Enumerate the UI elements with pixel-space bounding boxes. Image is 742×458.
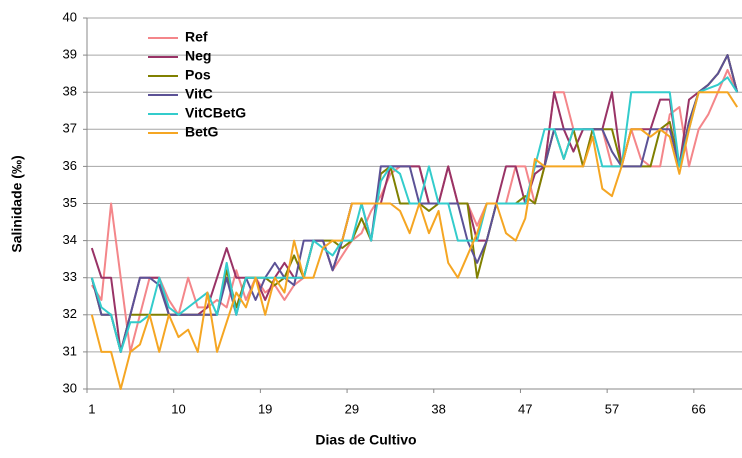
y-tick-label: 35 (63, 195, 77, 210)
series-line (90, 76, 739, 353)
series-line (90, 54, 739, 353)
x-tick-label: 47 (518, 401, 532, 416)
y-tick-label: 31 (63, 343, 77, 358)
legend-label: BetG (185, 124, 219, 140)
x-tick-label: 66 (691, 401, 705, 416)
x-tick-label: 1 (88, 401, 95, 416)
y-tick-label: 39 (63, 47, 77, 62)
x-tick-label: 29 (345, 401, 359, 416)
y-axis-title: Salinidade (‰) (9, 155, 25, 252)
legend-label: VitCBetG (185, 105, 246, 121)
legend-label: Pos (185, 67, 211, 83)
y-tick-label: 37 (63, 121, 77, 136)
y-tick-label: 33 (63, 269, 77, 284)
y-tick-label: 32 (63, 306, 77, 321)
x-tick-label: 57 (605, 401, 619, 416)
y-tick-label: 36 (63, 158, 77, 173)
x-tick-label: 38 (431, 401, 445, 416)
legend-label: Ref (185, 29, 208, 45)
y-tick-label: 40 (63, 9, 77, 24)
x-axis-title: Dias de Cultivo (315, 432, 416, 448)
legend-label: VitC (185, 86, 213, 102)
x-tick-label: 10 (171, 401, 185, 416)
x-tick-label: 19 (258, 401, 272, 416)
series-line (90, 91, 739, 390)
y-tick-label: 30 (63, 380, 77, 395)
legend-label: Neg (185, 48, 211, 64)
y-tick-label: 34 (63, 232, 77, 247)
y-tick-label: 38 (63, 84, 77, 99)
